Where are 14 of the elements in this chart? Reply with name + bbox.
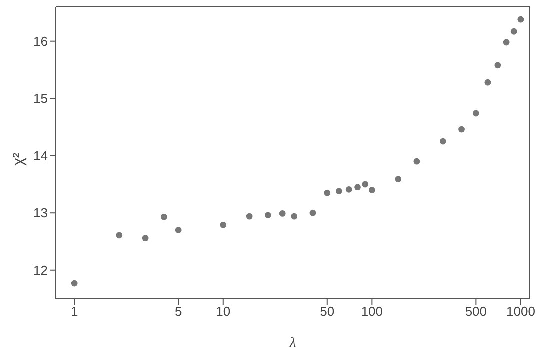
x-tick-label: 10 [216, 304, 231, 320]
y-tick-label: 14 [34, 148, 48, 164]
y-tick-label: 15 [34, 91, 48, 106]
x-tick-label: 50 [320, 304, 335, 320]
x-tick-label: 500 [465, 304, 488, 320]
y-tick-label: 13 [34, 206, 48, 221]
y-tick-label: 12 [34, 262, 48, 278]
y-axis-title: χ² [10, 153, 28, 166]
x-tick-label: 1000 [506, 304, 536, 320]
x-tick-label: 1 [70, 304, 78, 320]
x-axis-title: λ [288, 336, 296, 351]
x-tick-label: 100 [361, 304, 384, 320]
y-tick-label: 16 [34, 34, 48, 49]
x-tick-label: 5 [174, 304, 182, 320]
